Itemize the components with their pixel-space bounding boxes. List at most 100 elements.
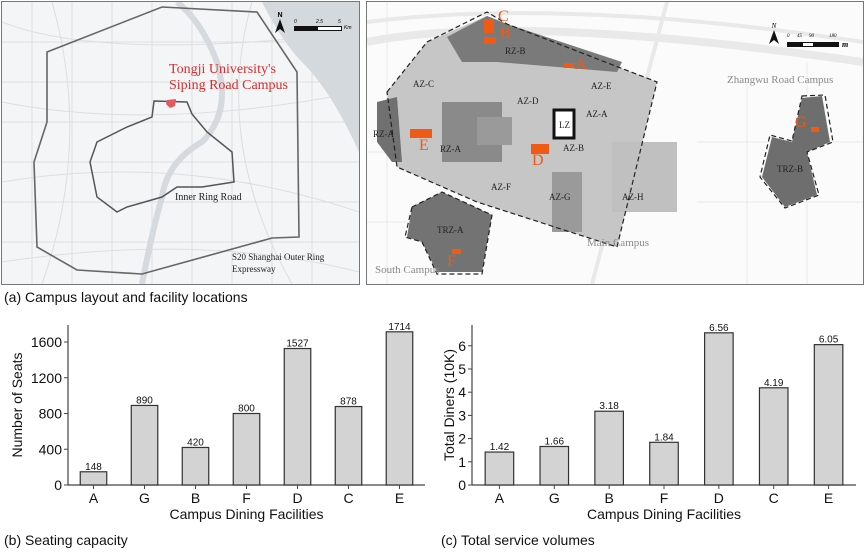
- y-tick-label: 800: [39, 406, 63, 422]
- facility-marker-a: [564, 63, 574, 68]
- facility-label-f: F: [447, 253, 456, 270]
- bar-value-label: 6.56: [709, 323, 729, 334]
- bar-f: [649, 441, 679, 486]
- bar-value-label: 1.84: [654, 432, 674, 443]
- bar-g: [539, 445, 570, 486]
- caption-b-text: Seating capacity: [25, 532, 128, 548]
- scale-unit: m: [842, 40, 849, 49]
- seating-capacity-chart: 0 400 800 1200 1600 148 A 890 G 420 B 800 F 1527 D 878 C…: [9, 322, 425, 522]
- facility-marker-e: [410, 129, 432, 138]
- inner-ring-road: [89, 100, 235, 213]
- bar-value-label: 1.66: [545, 436, 565, 447]
- zone-label: RZ-A: [373, 129, 394, 139]
- zone-label: AZ-B: [563, 143, 584, 153]
- zone-label: AZ-E: [591, 81, 612, 91]
- bar-value-label: 148: [85, 462, 102, 473]
- academic-zone-az-h: [612, 142, 677, 212]
- south-campus-label: South Campus: [375, 264, 440, 276]
- huangpu-river: [139, 2, 225, 284]
- bar-b: [594, 410, 625, 486]
- x-tick-label: F: [660, 490, 669, 506]
- scale-tick: 90: [809, 34, 814, 39]
- scale-tick: 5: [338, 19, 341, 25]
- campus-map: [367, 2, 863, 284]
- north-arrow-icon: N: [275, 12, 285, 38]
- sports-field: [552, 172, 582, 232]
- facility-marker-g: [811, 127, 819, 132]
- main-campus-footprint: [387, 16, 657, 247]
- campus-location-label: Tongji University's Siping Road Campus: [169, 62, 288, 94]
- x-tick-label: A: [495, 490, 505, 506]
- zone-label: TRZ-A: [437, 225, 464, 235]
- campus-map-panel: C B A E D F G RZ-B AZ-C AZ-D AZ-E AZ-A L…: [366, 1, 864, 285]
- bar-d: [703, 332, 734, 486]
- south-campus-footprint: [407, 192, 492, 272]
- bar-value-label: 800: [238, 404, 255, 415]
- outer-ring-road: [33, 6, 300, 275]
- bar-f: [232, 412, 261, 486]
- scale-bar: 0 2.5 5 Km: [294, 19, 352, 31]
- north-label: N: [771, 22, 777, 30]
- scale-unit: Km: [344, 25, 352, 31]
- bar-a: [484, 451, 515, 486]
- y-axis-title: Number of Seats: [9, 352, 25, 457]
- bar-d: [283, 347, 312, 486]
- bar-b: [181, 446, 210, 486]
- bar-value-label: 878: [340, 397, 357, 408]
- x-axis-title: Campus Dining Facilities: [587, 506, 741, 522]
- campus-label-line2: Siping Road Campus: [169, 78, 289, 93]
- caption-b-letter: (b): [4, 532, 22, 548]
- caption-c: (c) Total service volumes: [441, 532, 595, 548]
- bar-c: [334, 405, 363, 486]
- zone-label: AZ-H: [622, 192, 644, 202]
- sports-field: [477, 117, 512, 145]
- y-tick-label: 400: [39, 441, 63, 457]
- zone-label: AZ-F: [491, 182, 511, 192]
- zone-label: AZ-G: [549, 192, 571, 202]
- y-tick-label: 2: [458, 431, 466, 447]
- x-tick-label: B: [604, 490, 613, 506]
- bar-value-label: 1714: [388, 322, 411, 333]
- facility-markers: [410, 19, 819, 254]
- x-tick-label: A: [89, 490, 99, 506]
- y-tick-label: 6: [458, 338, 466, 354]
- facility-label-d: D: [532, 152, 544, 169]
- north-arrow-icon: N: [769, 22, 779, 49]
- scale-tick: 0: [294, 19, 297, 25]
- x-tick-label: D: [292, 490, 302, 506]
- bar-value-label: 1527: [286, 339, 309, 350]
- zone-label: RZ-A: [440, 144, 461, 154]
- campus-label-line1: Tongji University's: [169, 62, 276, 77]
- bar-value-label: 890: [136, 395, 153, 406]
- caption-b: (b) Seating capacity: [4, 532, 128, 548]
- x-axis-title: Campus Dining Facilities: [169, 506, 323, 522]
- bar-c: [758, 387, 789, 486]
- zone-label: TRZ-B: [777, 164, 803, 174]
- scale-tick: 45: [797, 34, 802, 39]
- facility-label-b: B: [500, 25, 511, 42]
- outer-ring-label-line2: Expressway: [232, 264, 276, 274]
- facility-marker-d: [531, 144, 549, 154]
- scale-tick: 180: [829, 34, 837, 39]
- bar-value-label: 420: [187, 437, 204, 448]
- x-tick-label: D: [714, 490, 724, 506]
- bar-e: [813, 344, 844, 486]
- y-tick-label: 5: [458, 361, 466, 377]
- bar-value-label: 4.19: [764, 378, 784, 389]
- bar-g: [130, 404, 159, 486]
- scale-bar: 0 45 90 180 m: [787, 34, 848, 49]
- caption-c-letter: (c): [441, 532, 458, 548]
- y-tick-label: 3: [458, 407, 466, 423]
- zone-label: AZ-D: [517, 96, 539, 106]
- y-tick-label: 1600: [31, 334, 62, 350]
- north-label: N: [277, 12, 283, 19]
- residential-zone-rz-a-west: [377, 97, 402, 162]
- y-tick-label: 0: [54, 477, 62, 493]
- bar-value-label: 3.18: [599, 401, 619, 412]
- x-tick-label: C: [343, 490, 353, 506]
- x-tick-label: F: [242, 490, 251, 506]
- y-tick-label: 1: [458, 454, 466, 470]
- caption-a-letter: (a): [4, 289, 22, 305]
- facility-label-c: C: [498, 8, 509, 25]
- bar-value-label: 1.42: [490, 442, 510, 453]
